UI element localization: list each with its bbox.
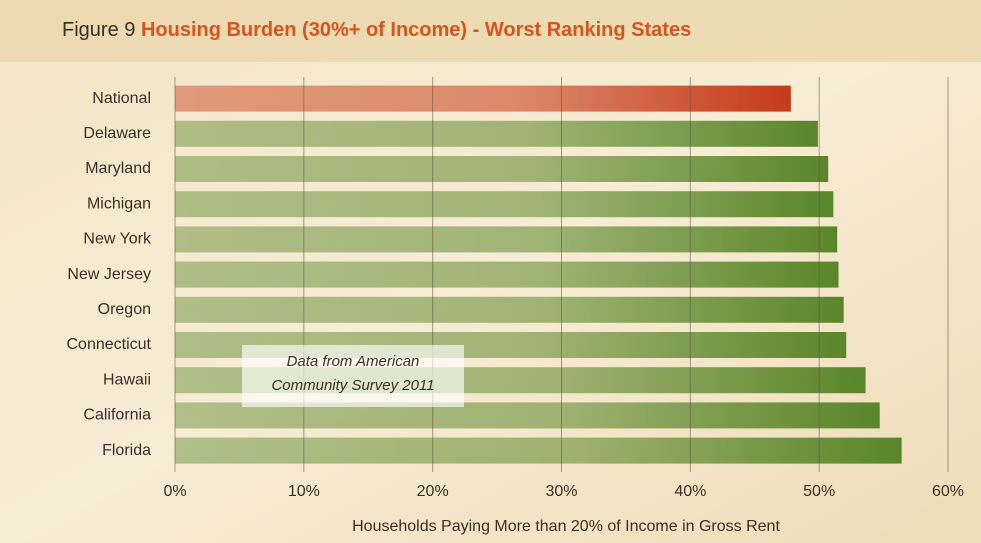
x-tick-label: 0% [163,483,186,500]
annotation: Community Survey 2011 [271,377,434,394]
title-main: Housing Burden (30%+ of Income) - Worst … [141,19,691,41]
bar [175,191,834,218]
chart-title: Figure 9 Housing Burden (30%+ of Income)… [62,19,691,41]
bar [175,296,844,323]
y-tick-label: California [83,407,151,424]
bar [175,120,818,147]
y-tick-label: Maryland [85,160,151,177]
y-tick-label: Florida [102,442,151,459]
title-prefix: Figure 9 [62,19,135,41]
y-tick-label: Oregon [98,301,151,318]
annotation: Data from American [287,353,420,370]
x-tick-label: 60% [932,483,964,500]
bar [175,261,839,288]
x-tick-label: 30% [545,483,577,500]
x-tick-label: 40% [674,483,706,500]
x-tick-label: 10% [288,483,320,500]
y-tick-label: Connecticut [67,336,152,353]
y-tick-label: Delaware [83,125,151,142]
y-tick-label: New Jersey [67,266,151,283]
bar [175,156,829,182]
y-tick-label: Michigan [87,195,151,212]
y-tick-label: New York [83,231,152,248]
bar [175,437,902,464]
y-tick-label: National [92,90,151,107]
y-tick-label: Hawaii [103,371,151,388]
x-axis-title: Households Paying More than 20% of Incom… [352,518,780,535]
bar [175,85,791,112]
bar [175,226,838,253]
title-band [0,0,981,62]
x-tick-label: 20% [417,483,449,500]
x-tick-label: 50% [803,483,835,500]
annotation-box [242,345,464,407]
